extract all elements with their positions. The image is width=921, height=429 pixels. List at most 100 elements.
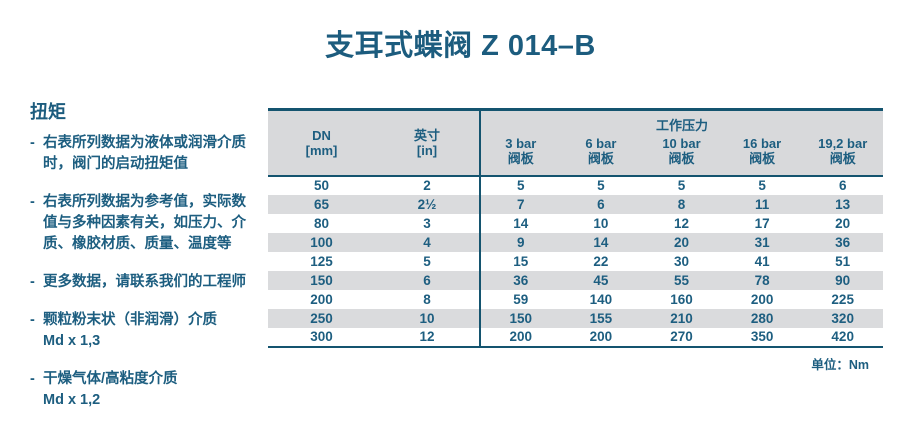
cell-16bar: 31	[754, 234, 770, 250]
table-row: 80 3 14 10 12 17 20	[268, 213, 883, 233]
cell-16bar: 11	[754, 196, 770, 212]
table-row: 50 2 5 5 5 5 6	[268, 175, 883, 195]
note-item: - 右表所列数据为液体或润滑介质 时，阀门的启动扭矩值	[30, 133, 268, 175]
cell-19-2bar: 36	[835, 234, 851, 250]
cell-dn: 250	[310, 310, 333, 326]
col-header-6bar: 6 bar 阀板	[560, 135, 642, 177]
note-item: - 更多数据，请联系我们的工程师	[30, 272, 268, 293]
cell-dn: 125	[310, 253, 333, 269]
note-text: 更多数据，请联系我们的工程师	[43, 274, 246, 290]
cell-dn: 50	[313, 178, 330, 193]
bullet-dash: -	[30, 312, 35, 328]
torque-notes-panel: 扭矩 - 右表所列数据为液体或润滑介质 时，阀门的启动扭矩值 - 右表所列数据为…	[30, 98, 268, 428]
cell-16bar: 78	[754, 272, 770, 288]
cell-19-2bar: 6	[838, 178, 847, 193]
cell-3bar: 59	[479, 289, 561, 309]
cell-inch: 12	[419, 329, 435, 344]
cell-3bar: 7	[479, 194, 561, 214]
cell-inch: 3	[423, 215, 431, 231]
cell-16bar: 41	[754, 253, 770, 269]
col-header-dn: DN [mm]	[268, 109, 375, 177]
cell-6bar: 155	[589, 310, 613, 326]
bullet-dash: -	[30, 194, 35, 210]
cell-6bar: 5	[597, 178, 605, 193]
cell-inch: 4	[423, 234, 431, 250]
cell-19-2bar: 20	[835, 215, 851, 231]
cell-10bar: 30	[673, 253, 689, 269]
cell-6bar: 45	[593, 272, 609, 288]
cell-dn: 300	[310, 329, 333, 344]
cell-19-2bar: 13	[835, 196, 851, 212]
cell-3bar: 15	[479, 251, 561, 271]
cell-19-2bar: 225	[831, 291, 854, 307]
bullet-dash: -	[30, 371, 35, 387]
note-item: - 干燥气体/高粘度介质 Md x 1,2	[30, 369, 268, 411]
cell-10bar: 210	[670, 310, 693, 326]
cell-19-2bar: 320	[831, 310, 854, 326]
cell-10bar: 20	[673, 234, 689, 250]
cell-16bar: 200	[750, 291, 774, 307]
table-row: 250 10 150 155 210 280 320	[268, 308, 884, 328]
cell-10bar: 55	[673, 272, 689, 288]
cell-dn: 65	[313, 196, 330, 212]
cell-inch: 8	[423, 291, 431, 307]
cell-10bar: 12	[673, 215, 689, 231]
cell-10bar: 160	[670, 291, 693, 307]
cell-6bar: 10	[593, 215, 609, 231]
col-header-working-pressure: 工作压力	[478, 109, 884, 136]
bullet-dash: -	[30, 274, 35, 290]
cell-19-2bar: 90	[835, 272, 851, 288]
note-text: 干燥气体/高粘度介质 Md x 1,2	[43, 371, 178, 408]
cell-19-2bar: 420	[831, 329, 854, 344]
table-row: 150 6 36 45 55 78 90	[268, 270, 884, 290]
cell-19-2bar: 51	[835, 253, 851, 269]
cell-6bar: 14	[593, 234, 609, 250]
cell-10bar: 8	[677, 196, 686, 212]
table-row: 100 4 9 14 20 31 36	[268, 232, 884, 252]
note-text: 右表所列数据为液体或润滑介质 时，阀门的启动扭矩值	[43, 135, 246, 172]
cell-3bar: 14	[479, 213, 561, 233]
cell-6bar: 22	[593, 253, 609, 269]
cell-3bar: 200	[479, 327, 561, 347]
cell-6bar: 140	[589, 291, 613, 307]
cell-dn: 80	[313, 215, 330, 231]
cell-16bar: 350	[750, 329, 774, 344]
note-text: 右表所列数据为参考值，实际数 值与多种因素有关，如压力、介 质、橡胶材质、质量、…	[43, 194, 246, 252]
cell-16bar: 5	[758, 178, 766, 193]
page-title: 支耳式蝶阀 Z 014–B	[325, 30, 596, 62]
table-row: 65 2½ 7 6 8 11 13	[268, 194, 884, 214]
col-header-19-2bar: 19,2 bar 阀板	[802, 135, 884, 177]
cell-16bar: 17	[754, 215, 770, 231]
col-header-10bar: 10 bar 阀板	[641, 135, 722, 177]
bullet-dash: -	[30, 135, 35, 151]
cell-3bar: 150	[479, 308, 561, 328]
cell-dn: 200	[310, 291, 333, 307]
col-header-inch: 英寸 [in]	[375, 109, 480, 177]
cell-inch: 10	[419, 310, 435, 326]
cell-inch: 2½	[417, 196, 437, 212]
cell-10bar: 270	[670, 329, 693, 344]
cell-dn: 150	[310, 272, 333, 288]
col-header-16bar: 16 bar 阀板	[721, 135, 803, 177]
col-header-3bar: 3 bar 阀板	[479, 135, 561, 177]
cell-6bar: 6	[597, 196, 605, 212]
unit-note: 单位：Nm	[811, 357, 869, 372]
table-row: 125 5 15 22 30 41 51	[268, 251, 883, 271]
notes-heading: 扭矩	[30, 102, 66, 122]
cell-3bar: 9	[479, 232, 561, 252]
cell-inch: 6	[423, 272, 431, 288]
note-text: 颗粒粉末状（非润滑）介质 Md x 1,3	[43, 312, 217, 349]
cell-16bar: 280	[750, 310, 774, 326]
cell-3bar: 5	[479, 175, 561, 195]
table-row: 200 8 59 140 160 200 225	[268, 289, 883, 309]
cell-3bar: 36	[479, 270, 561, 290]
cell-inch: 2	[423, 178, 431, 193]
torque-data-table: DN [mm] 英寸 [in] 工作压力 3 bar 阀板 6 bar 阀板 1…	[268, 108, 884, 348]
note-item: - 右表所列数据为参考值，实际数 值与多种因素有关，如压力、介 质、橡胶材质、质…	[30, 192, 268, 255]
cell-dn: 100	[310, 234, 333, 250]
note-item: - 颗粒粉末状（非润滑）介质 Md x 1,3	[30, 310, 268, 352]
cell-6bar: 200	[589, 329, 613, 344]
torque-table: DN [mm] 英寸 [in] 工作压力 3 bar 阀板 6 bar 阀板 1…	[268, 108, 884, 373]
cell-inch: 5	[423, 253, 431, 269]
